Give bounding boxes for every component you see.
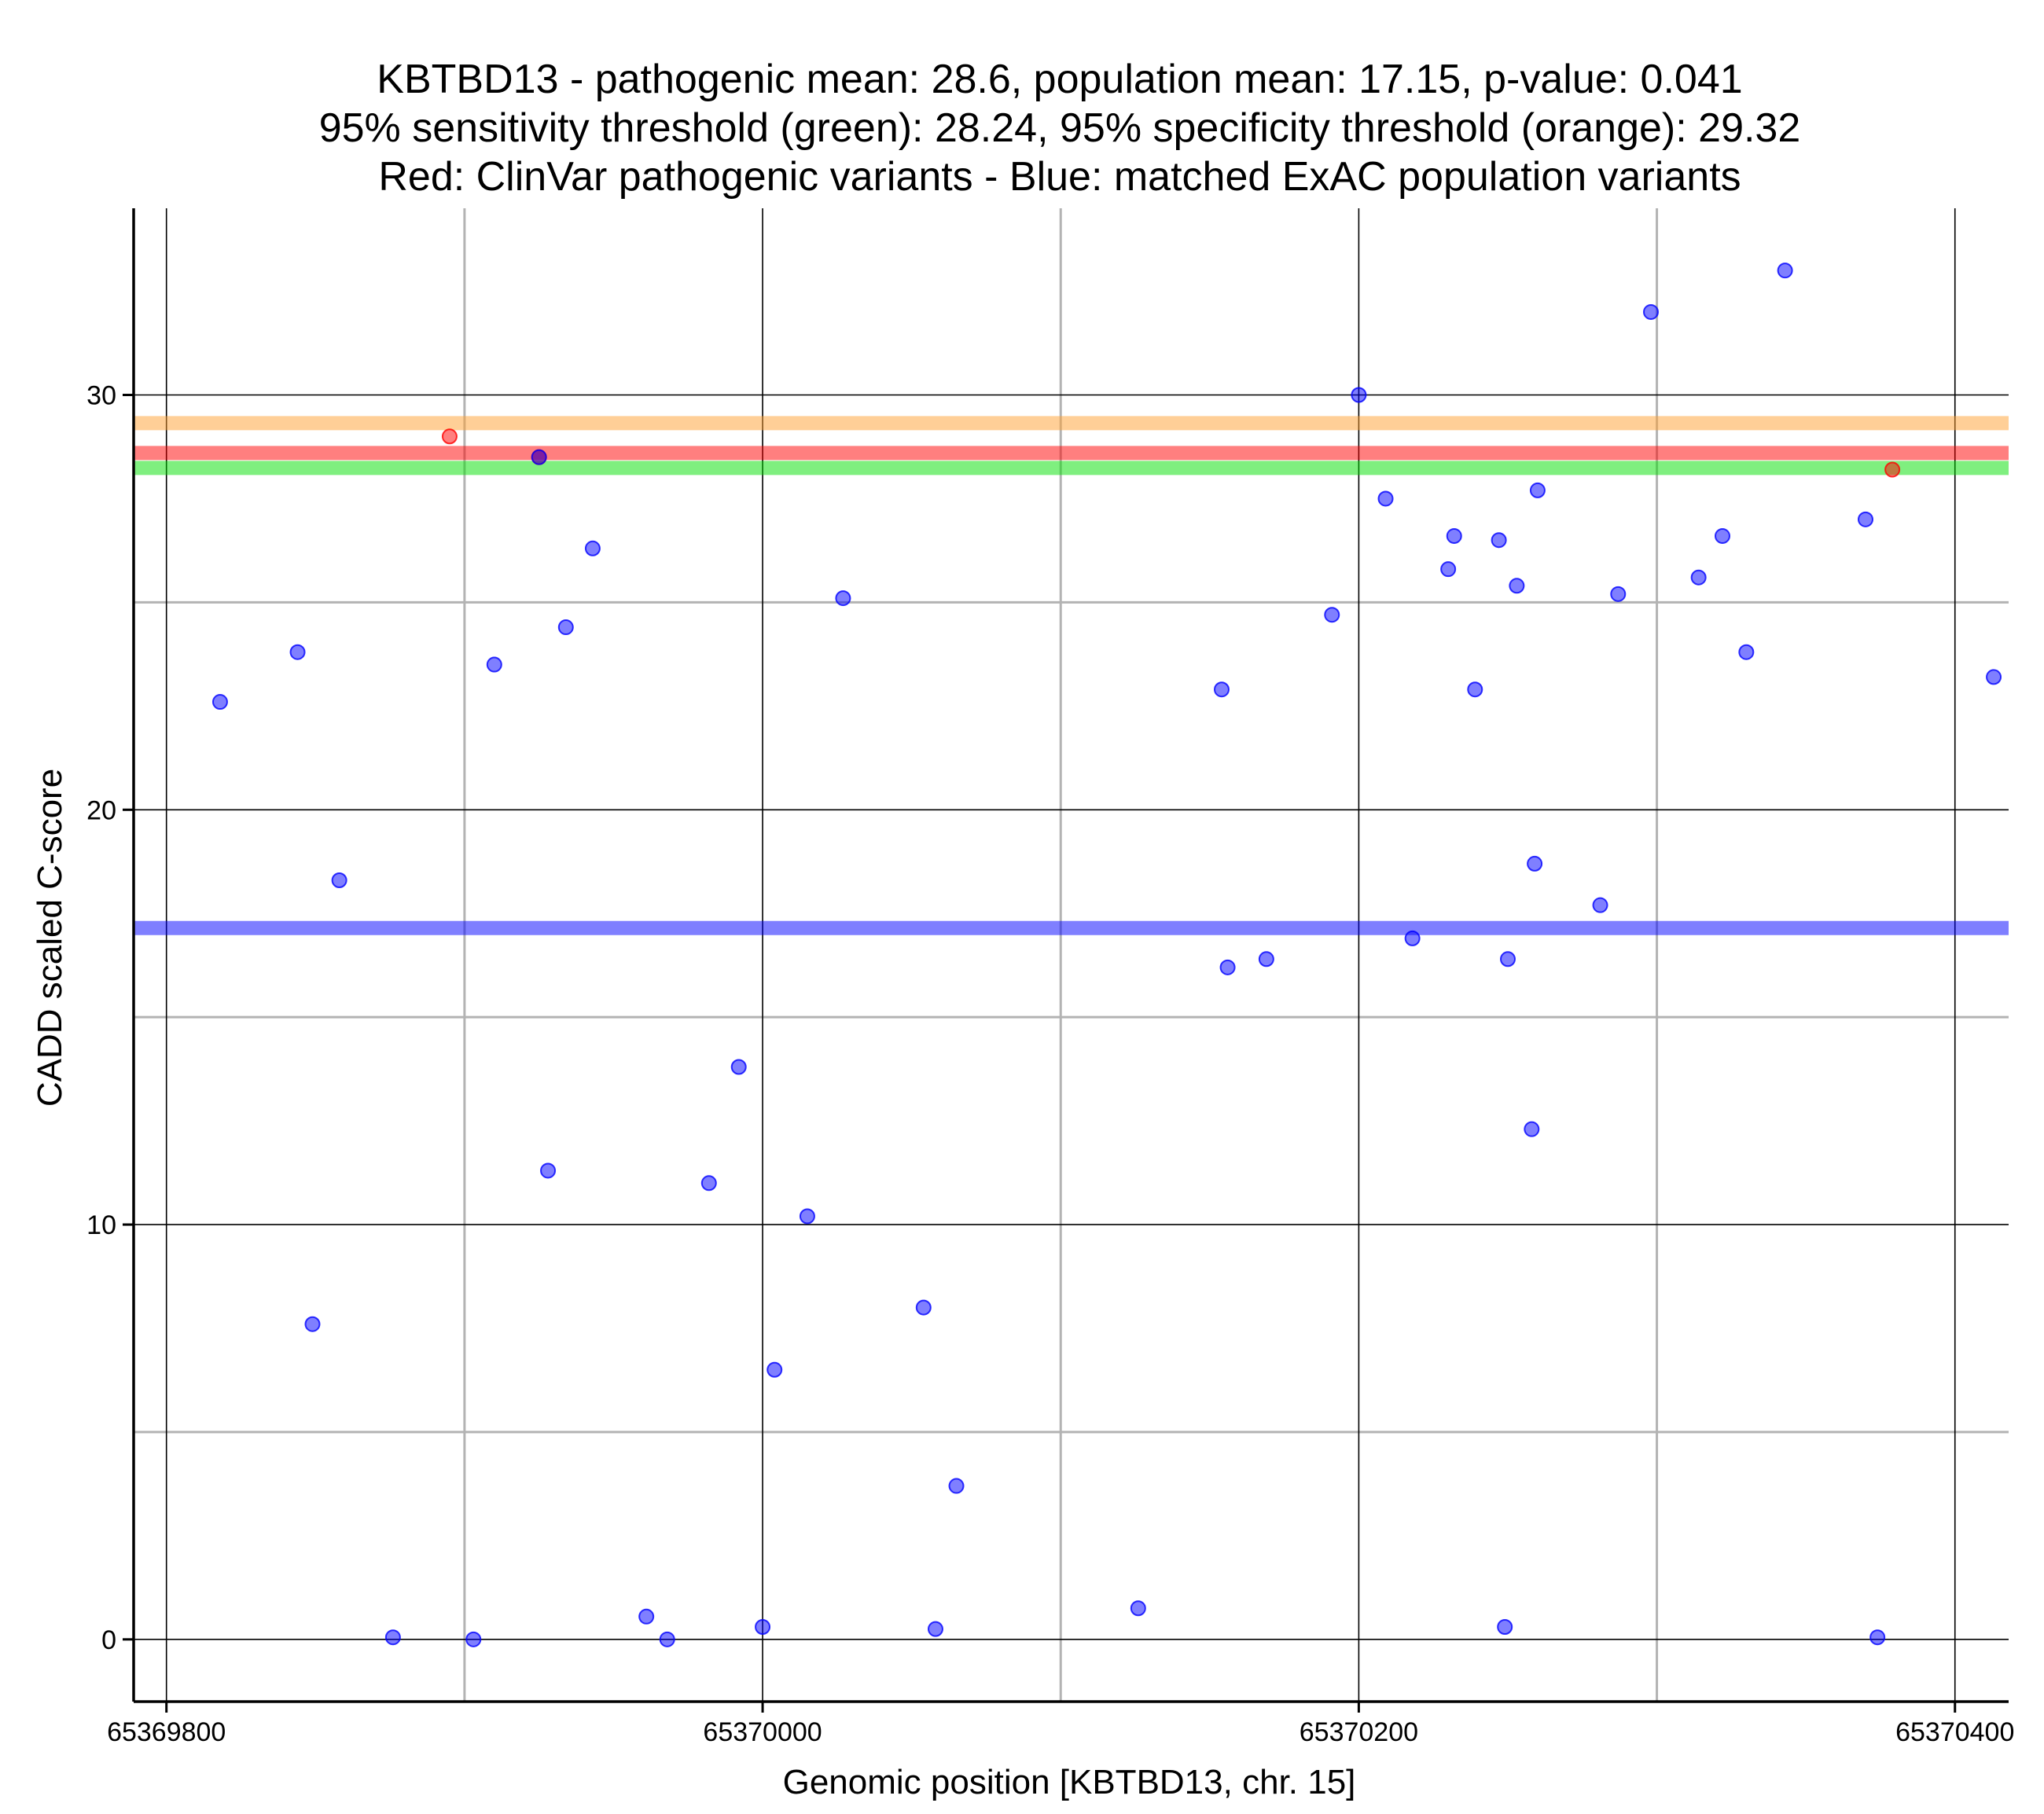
tick-labels: 65369800 65370000 65370200 65370400 0 10 20 30 [86, 381, 2014, 1748]
population-point [1440, 561, 1457, 578]
population-point [1446, 527, 1462, 544]
title-line-1: KBTBD13 - pathogenic mean: 28.6, populat… [377, 57, 1742, 102]
x-tick-label: 65370400 [1895, 1717, 2014, 1747]
reference-lines [134, 416, 2009, 935]
population-point [1499, 951, 1516, 968]
population-point [1351, 387, 1367, 403]
pathogenic-point [441, 428, 458, 445]
population-point [1524, 1121, 1540, 1137]
population-point [700, 1175, 717, 1192]
population-point [465, 1631, 482, 1647]
population-point [915, 1299, 932, 1316]
population-point [1714, 527, 1730, 544]
population-point [1377, 490, 1394, 507]
y-tick-label: 0 [101, 1625, 116, 1655]
population-point [1130, 1600, 1146, 1617]
population-point [948, 1478, 965, 1494]
data-points [211, 263, 2002, 1647]
population-point [1213, 681, 1230, 698]
population-point [1529, 482, 1546, 498]
x-axis-label: Genomic position [KBTBD13, chr. 15] [783, 1763, 1356, 1801]
population-point [799, 1208, 815, 1225]
population-point [1610, 586, 1627, 602]
title-line-2: 95% sensitivity threshold (green): 28.24… [319, 105, 1801, 151]
major-gridlines [134, 208, 2009, 1702]
population-point [1509, 578, 1525, 594]
population-point [1690, 569, 1707, 586]
population-point [1527, 855, 1543, 872]
y-tick-label: 10 [86, 1210, 116, 1240]
population-point [384, 1629, 401, 1646]
population-point [1258, 951, 1274, 968]
population-point [1497, 1619, 1513, 1635]
population-point [531, 449, 547, 465]
population-point [755, 1619, 771, 1635]
y-tick-label: 20 [86, 795, 116, 825]
population-point [1857, 511, 1873, 527]
population-point [304, 1316, 321, 1332]
population-point [584, 540, 601, 556]
x-tick-label: 65369800 [107, 1717, 226, 1747]
population-point [331, 872, 347, 888]
population-point [1642, 303, 1659, 320]
population-point [638, 1608, 655, 1625]
population-point [1467, 681, 1483, 698]
title-line-3: Red: ClinVar pathogenic variants - Blue:… [378, 154, 1741, 200]
pathogenic-point [1884, 461, 1901, 478]
x-tick-label: 65370200 [1300, 1717, 1418, 1747]
population-point [1777, 263, 1793, 279]
x-tick-label: 65370000 [703, 1717, 822, 1747]
axes [123, 208, 2009, 1713]
population-point [1738, 644, 1755, 660]
population-point [1592, 897, 1608, 913]
population-point [557, 619, 574, 636]
population-point [659, 1631, 675, 1647]
y-axis-label: CADD scaled C-score [31, 769, 69, 1107]
population-point [486, 656, 502, 673]
population-point [1869, 1629, 1886, 1646]
population-point [835, 590, 851, 607]
population-point [211, 694, 228, 711]
population-point [540, 1162, 557, 1179]
minor-gridlines [134, 208, 2009, 1702]
population-point [1324, 607, 1340, 623]
population-point [730, 1059, 747, 1075]
population-point [766, 1361, 783, 1378]
population-point [1491, 532, 1507, 549]
y-tick-label: 30 [86, 381, 116, 411]
population-point [1404, 930, 1421, 946]
population-point [1219, 959, 1236, 975]
chart-title: KBTBD13 - pathogenic mean: 28.6, populat… [319, 57, 1801, 200]
population-point [289, 644, 306, 660]
population-point [1986, 669, 2002, 685]
population-point [927, 1621, 943, 1637]
